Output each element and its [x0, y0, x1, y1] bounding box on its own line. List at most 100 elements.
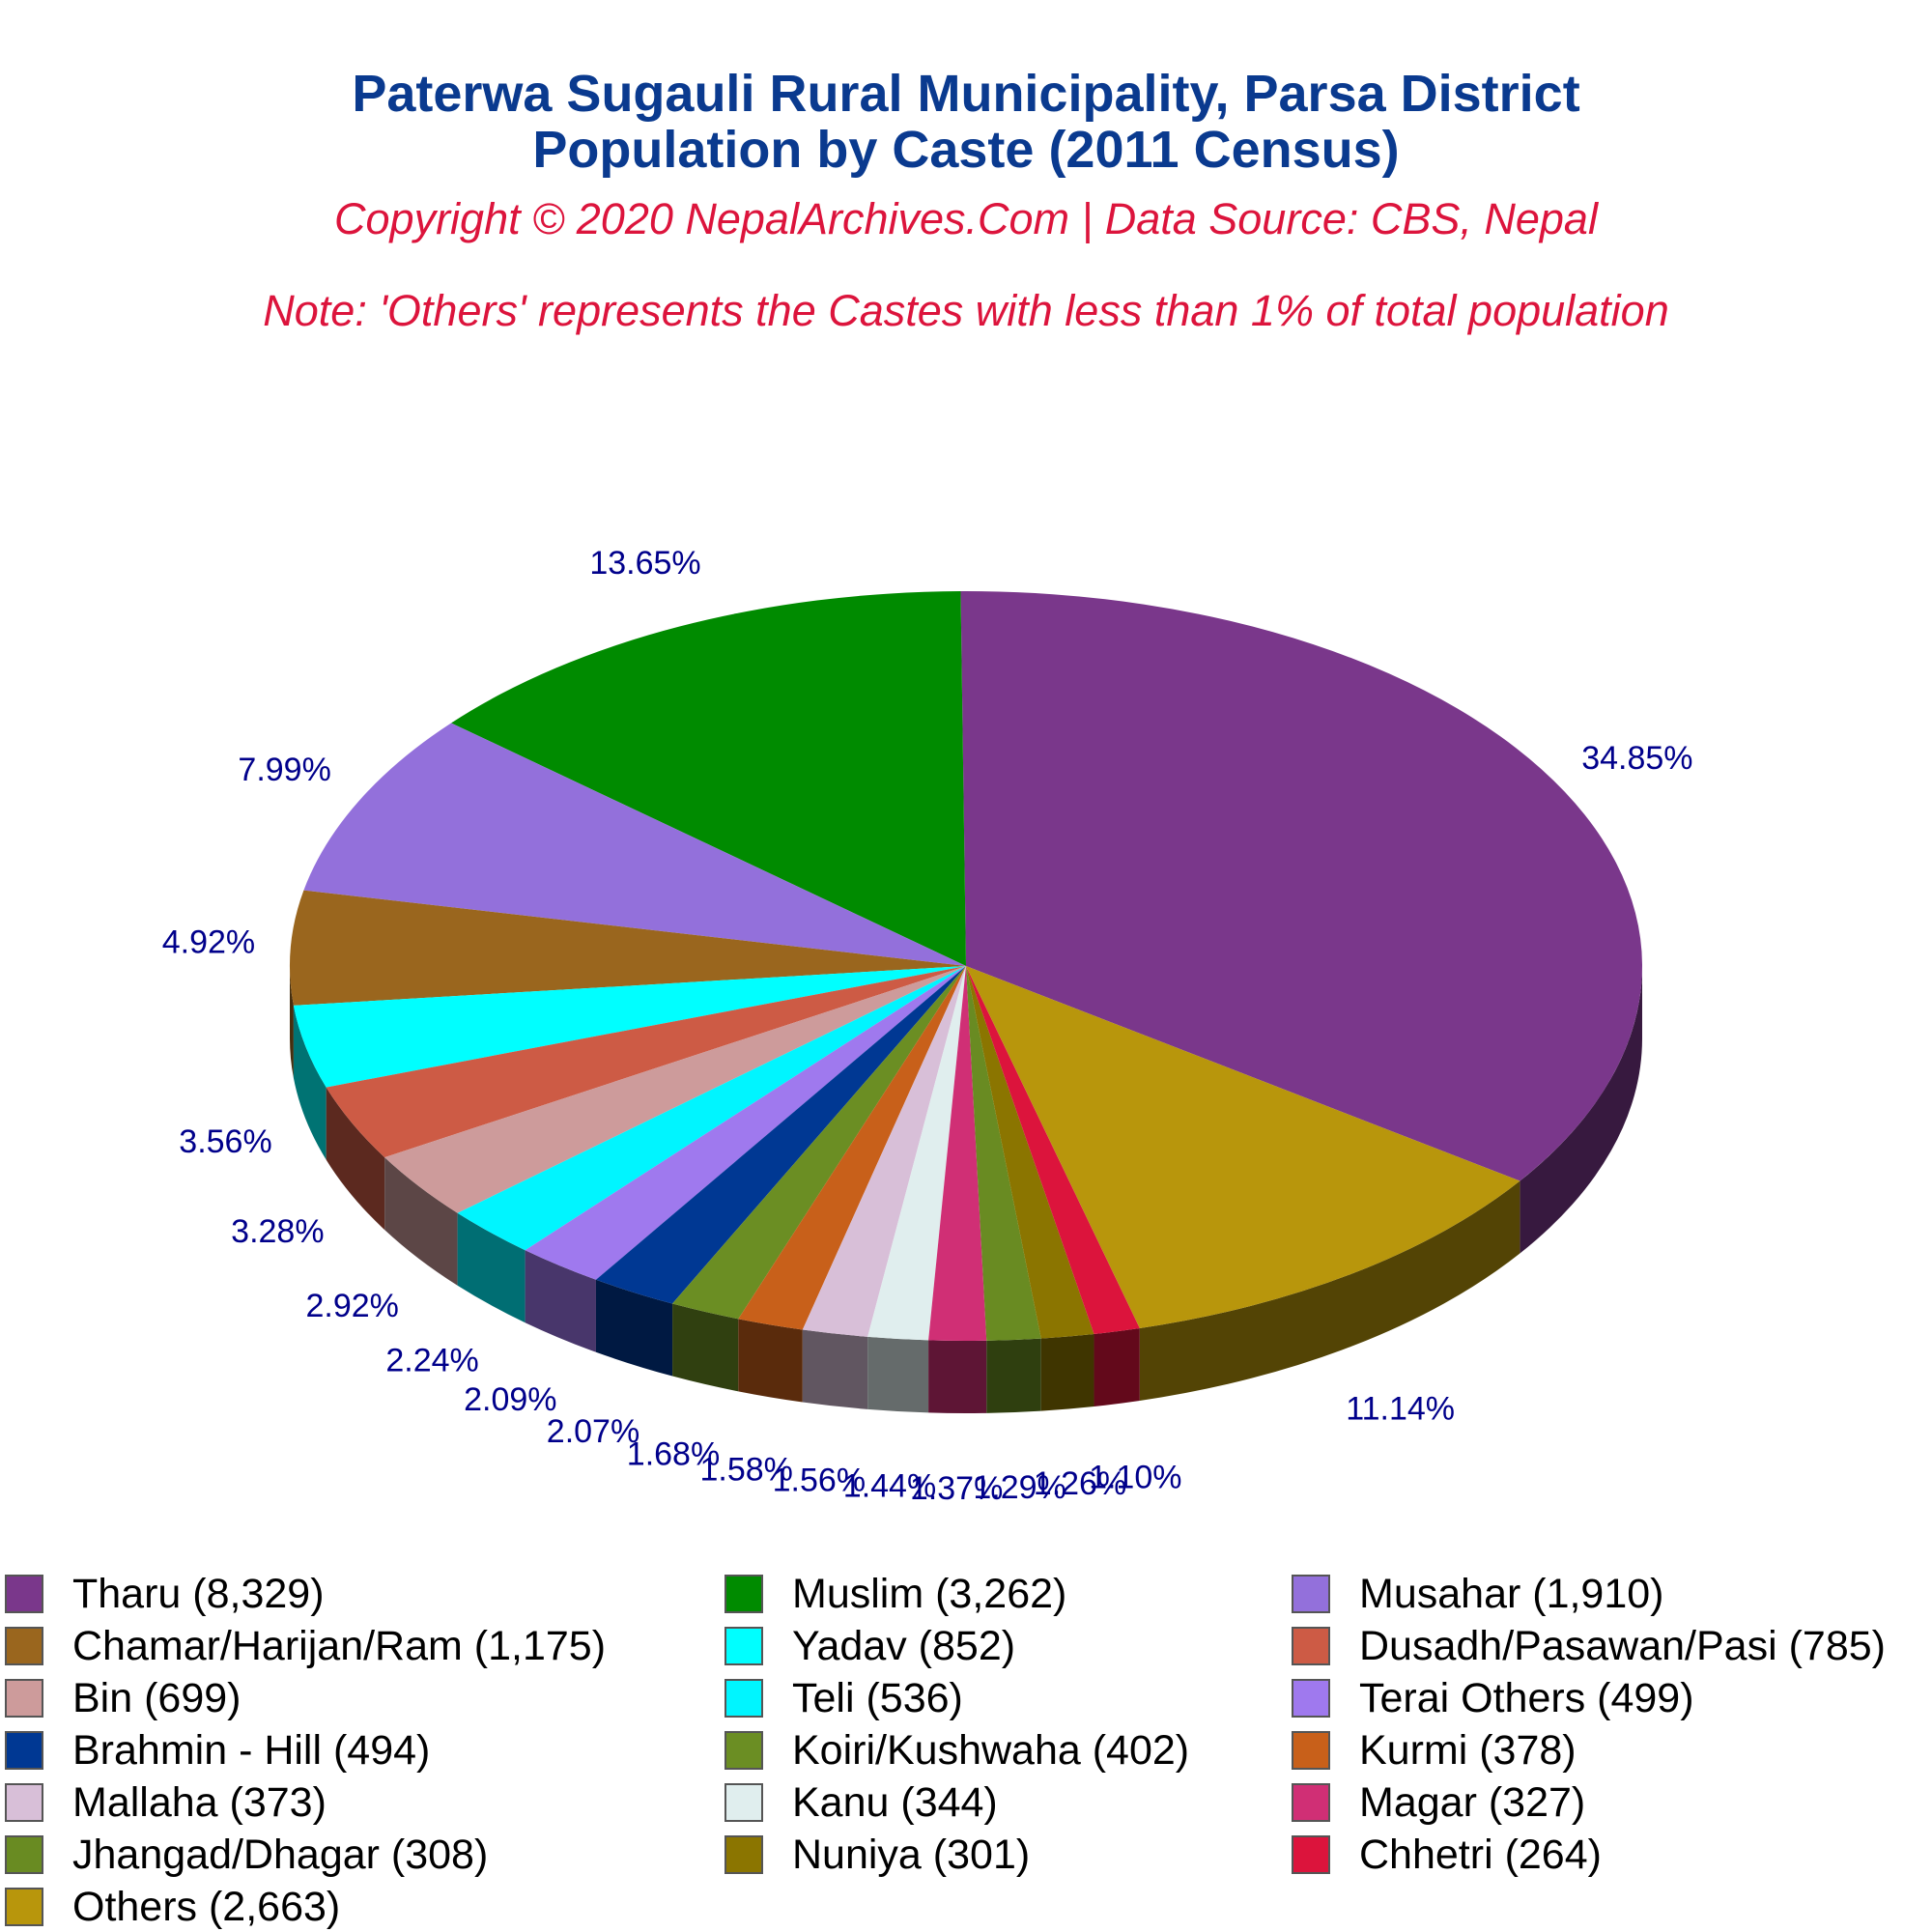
- legend-swatch: [5, 1835, 43, 1874]
- pie-label-chamar-harijan-ram: 4.92%: [162, 924, 255, 961]
- legend-label: Tharu (8,329): [72, 1570, 325, 1617]
- pie-slice-kanu: [867, 966, 966, 1341]
- legend-swatch: [5, 1783, 43, 1822]
- legend-item-koiri-kushwaha: Koiri/Kushwaha (402): [724, 1726, 1189, 1775]
- legend-swatch: [5, 1888, 43, 1926]
- pie-side-bin: [384, 1157, 458, 1286]
- pie-slice-yadav: [293, 966, 967, 1088]
- pie-label-jhangad-dhagar: 1.29%: [973, 1469, 1065, 1506]
- pie-label-muslim: 13.65%: [589, 545, 700, 582]
- legend-swatch: [5, 1679, 43, 1718]
- pie-side-mallaha: [802, 1329, 868, 1409]
- legend-label: Dusadh/Pasawan/Pasi (785): [1359, 1622, 1886, 1669]
- pie-slice-terai-others: [525, 966, 966, 1280]
- copyright-text: Copyright © 2020 NepalArchives.Com | Dat…: [334, 194, 1598, 243]
- pie-label-mallaha: 1.56%: [773, 1462, 866, 1498]
- legend-label: Kurmi (378): [1359, 1726, 1577, 1774]
- pie-side-magar: [928, 1340, 987, 1413]
- legend-label: Brahmin - Hill (494): [72, 1726, 431, 1774]
- legend-label: Bin (699): [72, 1674, 242, 1721]
- legend-swatch: [1292, 1679, 1330, 1718]
- pie-label-kanu: 1.44%: [843, 1468, 936, 1505]
- pie-label-dusadh-pasawan-pasi: 3.28%: [231, 1213, 324, 1250]
- pie-side-kanu: [867, 1336, 929, 1413]
- legend-label: Muslim (3,262): [792, 1570, 1067, 1617]
- pie-chart: 34.85% 13.65% 7.99% 4.92% 3.56% 3.28% 2.92% 2.2…: [162, 545, 1693, 1507]
- pie-label-terai-others: 2.09%: [464, 1381, 556, 1418]
- chart-title-line2: Population by Caste (2011 Census): [532, 121, 1400, 179]
- pie-slice-nuniya: [966, 966, 1094, 1339]
- pie-slice-chamar-harijan-ram: [290, 890, 966, 1006]
- legend-swatch: [724, 1731, 763, 1770]
- pie-side-brahmin-hill: [595, 1279, 673, 1377]
- pie-label-nuniya: 1.26%: [1034, 1465, 1126, 1502]
- legend-item-kanu: Kanu (344): [724, 1778, 998, 1827]
- pie-label-chhetri: 1.10%: [1089, 1459, 1181, 1495]
- chart-title-line1: Paterwa Sugauli Rural Municipality, Pars…: [352, 65, 1580, 123]
- pie-label-bin: 2.92%: [305, 1288, 398, 1324]
- legend-item-chamar-harijan-ram: Chamar/Harijan/Ram (1,175): [5, 1622, 606, 1670]
- pie-side-yadav: [293, 1005, 327, 1160]
- legend-swatch: [5, 1627, 43, 1665]
- legend-swatch: [1292, 1835, 1330, 1874]
- legend-label: Yadav (852): [792, 1622, 1016, 1669]
- pie-slice-brahmin-hill: [595, 966, 966, 1304]
- pie-sides: [290, 966, 1642, 1413]
- legend-item-dusadh-pasawan-pasi: Dusadh/Pasawan/Pasi (785): [1292, 1622, 1886, 1670]
- legend-swatch: [5, 1575, 43, 1613]
- legend: Tharu (8,329) Muslim (3,262) Musahar (1,91…: [0, 1546, 1932, 1932]
- legend-item-musahar: Musahar (1,910): [1292, 1570, 1664, 1618]
- pie-labels: 34.85% 13.65% 7.99% 4.92% 3.56% 3.28% 2.92% 2.2…: [162, 545, 1693, 1507]
- legend-label: Kanu (344): [792, 1778, 998, 1826]
- legend-swatch: [724, 1679, 763, 1718]
- legend-item-kurmi: Kurmi (378): [1292, 1726, 1577, 1775]
- legend-swatch: [1292, 1575, 1330, 1613]
- legend-swatch: [5, 1731, 43, 1770]
- legend-item-nuniya: Nuniya (301): [724, 1831, 1030, 1879]
- pie-side-chamar-harijan-ram: [290, 966, 294, 1078]
- pie-slice-others: [966, 966, 1520, 1328]
- legend-item-magar: Magar (327): [1292, 1778, 1585, 1827]
- pie-label-others: 11.14%: [1346, 1390, 1455, 1427]
- legend-swatch: [724, 1835, 763, 1874]
- legend-label: Terai Others (499): [1359, 1674, 1694, 1721]
- pie-side-jhangad-dhagar: [986, 1338, 1041, 1413]
- legend-item-terai-others: Terai Others (499): [1292, 1674, 1694, 1722]
- pie-label-yadav: 3.56%: [179, 1123, 271, 1160]
- note-text: Note: 'Others' represents the Castes wit…: [263, 286, 1669, 335]
- pie-slice-tharu: [960, 591, 1642, 1181]
- pie-side-tharu: [1520, 966, 1642, 1254]
- legend-item-yadav: Yadav (852): [724, 1622, 1015, 1670]
- pie-side-koiri-kushwaha: [672, 1303, 739, 1392]
- legend-swatch: [724, 1627, 763, 1665]
- pie-side-kurmi: [738, 1319, 803, 1403]
- legend-label: Mallaha (373): [72, 1778, 327, 1826]
- pie-side-teli: [457, 1212, 526, 1323]
- pie-slice-koiri-kushwaha: [672, 966, 966, 1320]
- legend-swatch: [724, 1575, 763, 1613]
- legend-swatch: [1292, 1783, 1330, 1822]
- pie-slice-mallaha: [802, 966, 966, 1337]
- legend-item-mallaha: Mallaha (373): [5, 1778, 327, 1827]
- legend-label: Chhetri (264): [1359, 1831, 1602, 1878]
- pie-slice-magar: [928, 966, 987, 1341]
- pie-slice-bin: [384, 966, 966, 1213]
- pie-slice-musahar: [303, 723, 966, 966]
- pie-label-teli: 2.24%: [385, 1342, 478, 1378]
- pie-label-brahmin-hill: 2.07%: [547, 1413, 639, 1450]
- legend-swatch: [1292, 1731, 1330, 1770]
- pie-label-musahar: 7.99%: [238, 752, 330, 788]
- pie-side-chhetri: [1094, 1327, 1140, 1406]
- pie-label-kurmi: 1.58%: [699, 1451, 792, 1488]
- legend-item-jhangad-dhagar: Jhangad/Dhagar (308): [5, 1831, 488, 1879]
- pie-side-nuniya: [1040, 1333, 1094, 1411]
- pie-side-terai-others: [525, 1250, 596, 1352]
- legend-item-muslim: Muslim (3,262): [724, 1570, 1066, 1618]
- legend-item-bin: Bin (699): [5, 1674, 241, 1722]
- legend-item-tharu: Tharu (8,329): [5, 1570, 325, 1618]
- legend-label: Musahar (1,910): [1359, 1570, 1664, 1617]
- legend-label: Koiri/Kushwaha (402): [792, 1726, 1190, 1774]
- legend-item-teli: Teli (536): [724, 1674, 963, 1722]
- legend-label: Chamar/Harijan/Ram (1,175): [72, 1622, 607, 1669]
- legend-label: Others (2,663): [72, 1883, 341, 1930]
